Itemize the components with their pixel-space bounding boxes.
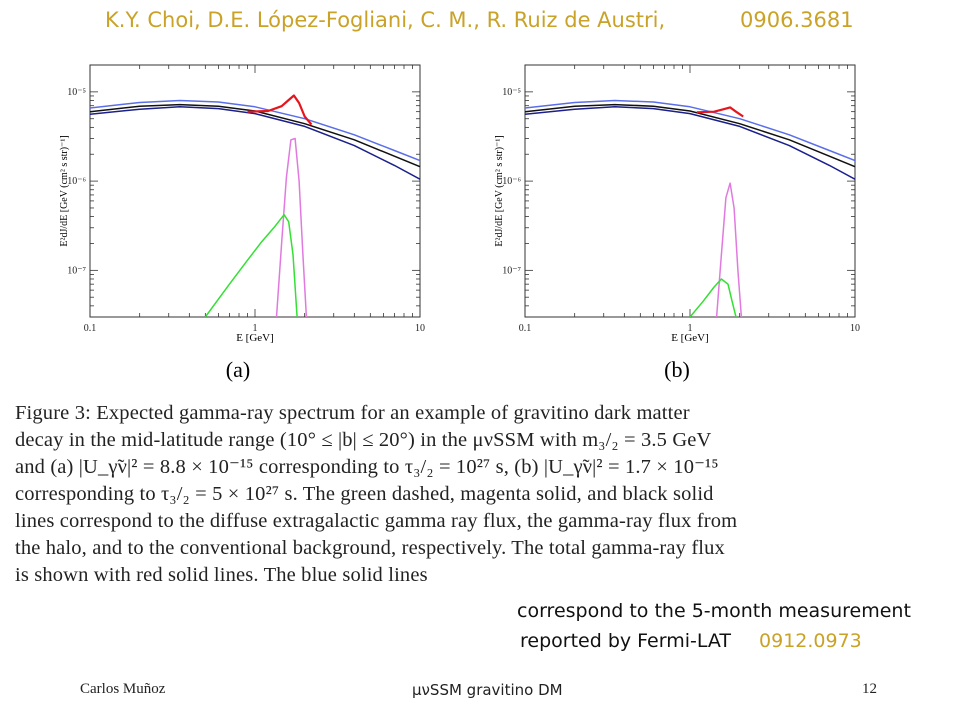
- caption-line-7: is shown with red solid lines. The blue …: [15, 564, 428, 586]
- plot-b-xlabel: E [GeV]: [671, 332, 709, 344]
- plot-a-xlabel: E [GeV]: [236, 332, 274, 344]
- overlay-arxiv-ref: 0912.0973: [759, 630, 862, 652]
- caption-line-1: Figure 3: Expected gamma-ray spectrum fo…: [15, 402, 690, 424]
- y-tick-label: 10⁻⁵: [502, 87, 521, 98]
- caption-line-6: the halo, and to the conventional backgr…: [15, 537, 725, 559]
- footer-title: μνSSM gravitino DM: [412, 681, 563, 699]
- y-tick-label: 10⁻⁷: [502, 265, 521, 276]
- series-line-2: [525, 103, 855, 168]
- plot-b-ylabel: E²dJ/dE [GeV (cm² s str)⁻¹]: [494, 135, 505, 246]
- y-tick-label: 10⁻⁶: [502, 176, 521, 187]
- caption-line-4: corresponding to τ₃/₂ = 5 × 10²⁷ s. The …: [15, 483, 714, 505]
- series-line-3: [247, 94, 313, 126]
- series-line-5: [204, 213, 298, 317]
- overlay-fermi-text: reported by Fermi-LAT: [520, 630, 732, 652]
- series-line-0: [525, 99, 855, 162]
- x-tick-label: 1: [253, 323, 258, 334]
- y-tick-label: 10⁻⁵: [67, 87, 86, 98]
- plot-b-ticks: [524, 64, 855, 318]
- x-tick-label: 10: [415, 323, 425, 334]
- panel-a-label: (a): [226, 357, 250, 382]
- overlay-text-2: reported by Fermi-LAT 0912.0973: [520, 630, 862, 652]
- series-line-0: [90, 99, 420, 162]
- plot-a-ylabel: E²dJ/dE [GeV (cm² s str)⁻¹]: [59, 135, 70, 246]
- y-tick-label: 10⁻⁶: [67, 176, 86, 187]
- plot-a-tick-labels: 0.1 1 10 10⁻⁷ 10⁻⁶ 10⁻⁵: [67, 87, 425, 334]
- plot-b-series: [525, 99, 855, 317]
- series-line-1: [525, 106, 855, 180]
- series-line-5: [689, 278, 737, 317]
- caption-line-3: and (a) |U_γ̃ν|² = 8.8 × 10⁻¹⁵ correspon…: [15, 456, 719, 478]
- series-line-3: [696, 106, 744, 118]
- y-tick-label: 10⁻⁷: [67, 265, 86, 276]
- plot-b-tick-labels: 0.1 1 10 10⁻⁷ 10⁻⁶ 10⁻⁵: [502, 87, 860, 334]
- footer-page-number: 12: [862, 681, 877, 697]
- caption-line-2: decay in the mid-latitude range (10° ≤ |…: [15, 429, 712, 451]
- x-tick-label: 1: [688, 323, 693, 334]
- plot-a: 0.1 1 10 10⁻⁷ 10⁻⁶ 10⁻⁵ E [GeV] E²dJ/dE [GeV …: [59, 64, 425, 382]
- figure-caption: Figure 3: Expected gamma-ray spectrum fo…: [15, 400, 875, 589]
- x-tick-label: 10: [850, 323, 860, 334]
- series-line-4: [715, 182, 743, 317]
- series-line-4: [275, 137, 308, 317]
- plot-a-series: [90, 94, 420, 317]
- footer-author: Carlos Muñoz: [80, 681, 166, 697]
- header-arxiv-ref: 0906.3681: [740, 8, 854, 32]
- caption-line-5: lines correspond to the diffuse extragal…: [15, 510, 738, 532]
- series-line-1: [90, 106, 420, 180]
- x-tick-label: 0.1: [84, 323, 97, 334]
- plot-a-ticks: [89, 64, 420, 318]
- header-authors: K.Y. Choi, D.E. López-Fogliani, C. M., R…: [105, 8, 666, 32]
- x-tick-label: 0.1: [519, 323, 532, 334]
- plot-b: 0.1 1 10 10⁻⁷ 10⁻⁶ 10⁻⁵ E [GeV] E²dJ/dE [GeV …: [494, 64, 860, 382]
- panel-b-label: (b): [664, 357, 690, 382]
- overlay-text-1: correspond to the 5-month measurement: [515, 600, 911, 622]
